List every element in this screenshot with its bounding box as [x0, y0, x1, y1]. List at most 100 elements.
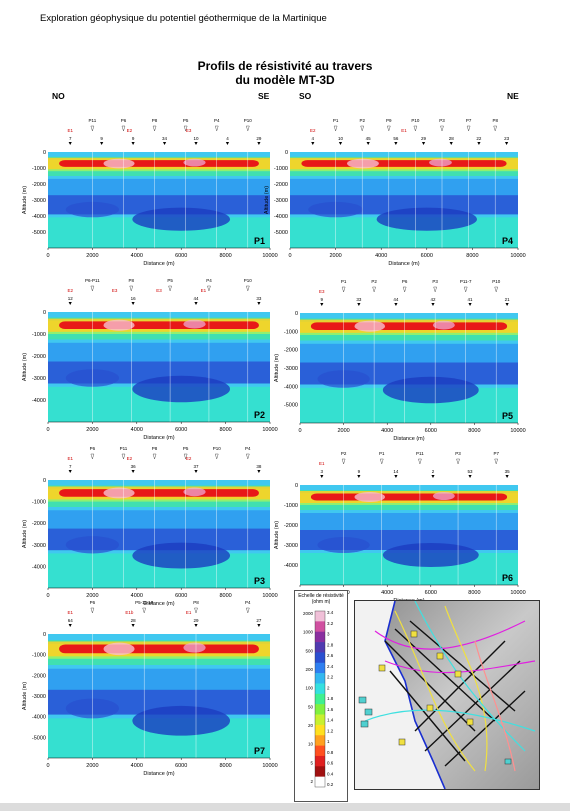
- topography-mask: [48, 300, 270, 310]
- panel-id: P6: [502, 573, 513, 583]
- x-tick-label: 0: [298, 428, 301, 434]
- site-label: 12: [68, 296, 74, 301]
- y-tick-label: -2000: [32, 182, 46, 188]
- y-tick-label: -5000: [284, 403, 298, 409]
- site-label: 36: [131, 464, 137, 469]
- well-marker: [360, 125, 364, 132]
- site-marker: [449, 142, 453, 145]
- x-tick-label: 0: [46, 763, 49, 769]
- site-marker: [68, 470, 72, 473]
- x-tick-label: 8000: [219, 593, 231, 599]
- well-marker: [90, 125, 95, 132]
- well-label: P4: [245, 600, 251, 605]
- site-label: 9: [358, 469, 361, 474]
- map-station-markers: [358, 696, 512, 765]
- well-marker: [183, 453, 188, 460]
- topography-mask: [290, 140, 518, 150]
- y-tick-label: -3000: [274, 198, 288, 204]
- legend-color-step: [315, 766, 325, 777]
- well-label: P6: [402, 279, 408, 284]
- site-marker: [477, 142, 481, 145]
- deep-resistive-body: [132, 542, 231, 569]
- legend-title: Echelle de résistivité (ohm m): [298, 593, 344, 605]
- x-tick-label: 10000: [510, 590, 525, 596]
- well-marker: [433, 286, 437, 293]
- legend-right-tick: 1.8: [327, 696, 334, 701]
- legend-color-step: [315, 714, 325, 726]
- y-tick-label: -5000: [32, 230, 46, 236]
- legend-color-step: [315, 642, 325, 653]
- conductive-layer: [59, 321, 259, 330]
- well-marker: [90, 453, 95, 460]
- element-label: E3: [186, 128, 192, 133]
- y-tick-label: -2000: [32, 521, 46, 527]
- legend-right-tick: 2.2: [327, 675, 334, 680]
- well-label: P6-P11: [85, 278, 100, 283]
- well-label: P6: [90, 446, 96, 451]
- x-tick-label: 10000: [262, 427, 277, 433]
- y-tick-label: -2000: [32, 673, 46, 679]
- legend-right-tick: 2.6: [327, 653, 334, 658]
- x-tick-label: 4000: [131, 427, 143, 433]
- site-marker: [257, 624, 261, 627]
- y-tick-label: -3000: [32, 543, 46, 549]
- x-tick-label: 2000: [86, 763, 98, 769]
- x-tick-label: 8000: [219, 763, 231, 769]
- site-label: 44: [193, 296, 199, 301]
- site-marker: [357, 475, 361, 478]
- hotspot: [103, 642, 135, 656]
- legend-right-tick: 0.2: [327, 782, 334, 787]
- site-marker: [357, 303, 361, 306]
- y-tick-label: 0: [43, 632, 46, 638]
- well-marker: [341, 286, 346, 293]
- x-tick-label: 6000: [425, 428, 437, 434]
- site-marker: [100, 142, 104, 145]
- well-label: P8: [492, 118, 498, 123]
- site-label: 28: [449, 136, 455, 141]
- site-marker: [320, 303, 324, 306]
- element-label: E1: [67, 456, 73, 461]
- element-label: E3: [319, 289, 325, 294]
- panel-svg: P1 P2 P9 P10 P3 P7 P8 4 10 45 56 29 28 22 23 E2 E1 P4 0 -10…: [264, 118, 526, 267]
- conductive-layer: [301, 160, 507, 167]
- legend-left-tick: 100: [305, 686, 313, 691]
- element-label: E3: [156, 288, 162, 293]
- panel-svg: P6 P11 P8 P5 P10 P4 7 36 37 38 E1 E2 E2 P3 0 -1000 -2000…: [22, 446, 278, 607]
- site-marker: [394, 142, 398, 145]
- legend-right-tick: 3: [327, 632, 330, 637]
- hotspot: [103, 319, 135, 331]
- well-label: P5: [167, 278, 173, 283]
- hotspot: [183, 487, 206, 497]
- legend-colorbar: 2000 1000 500 200 100 50 20 10 5 2 3.4 3.2 3 2.8 2.6 2.…: [303, 610, 334, 788]
- site-marker: [194, 142, 198, 145]
- x-tick-label: 2000: [86, 593, 98, 599]
- x-tick-label: 8000: [466, 253, 478, 259]
- site-label: 33: [256, 296, 262, 301]
- site-label: 44: [393, 297, 399, 302]
- well-marker: [246, 453, 250, 460]
- resistivity-section: [300, 485, 518, 585]
- well-label: P4: [245, 446, 251, 451]
- x-tick-label: 2000: [329, 253, 341, 259]
- deep-resistive-body: [132, 375, 231, 403]
- well-label: P1: [333, 118, 339, 123]
- legend-color-step: [315, 704, 325, 715]
- legend-left-tick: 2000: [303, 611, 314, 616]
- well-label: P7: [466, 118, 472, 123]
- topography-mask: [48, 468, 270, 478]
- legend-right-tick: 3.4: [327, 610, 334, 615]
- hotspot: [103, 158, 135, 169]
- site-label: 10: [193, 136, 199, 141]
- site-label: 42: [430, 297, 436, 302]
- x-tick-label: 10000: [262, 763, 277, 769]
- site-marker: [394, 475, 398, 478]
- x-tick-label: 0: [288, 253, 291, 259]
- site-label: 41: [468, 297, 474, 302]
- site-label: 29: [193, 618, 199, 623]
- x-axis-label: Distance (m): [393, 436, 424, 442]
- site-label: 9: [100, 136, 103, 141]
- y-tick-label: -4000: [32, 398, 46, 404]
- deep-resistive-body: [132, 705, 231, 736]
- site-label: 64: [68, 618, 74, 623]
